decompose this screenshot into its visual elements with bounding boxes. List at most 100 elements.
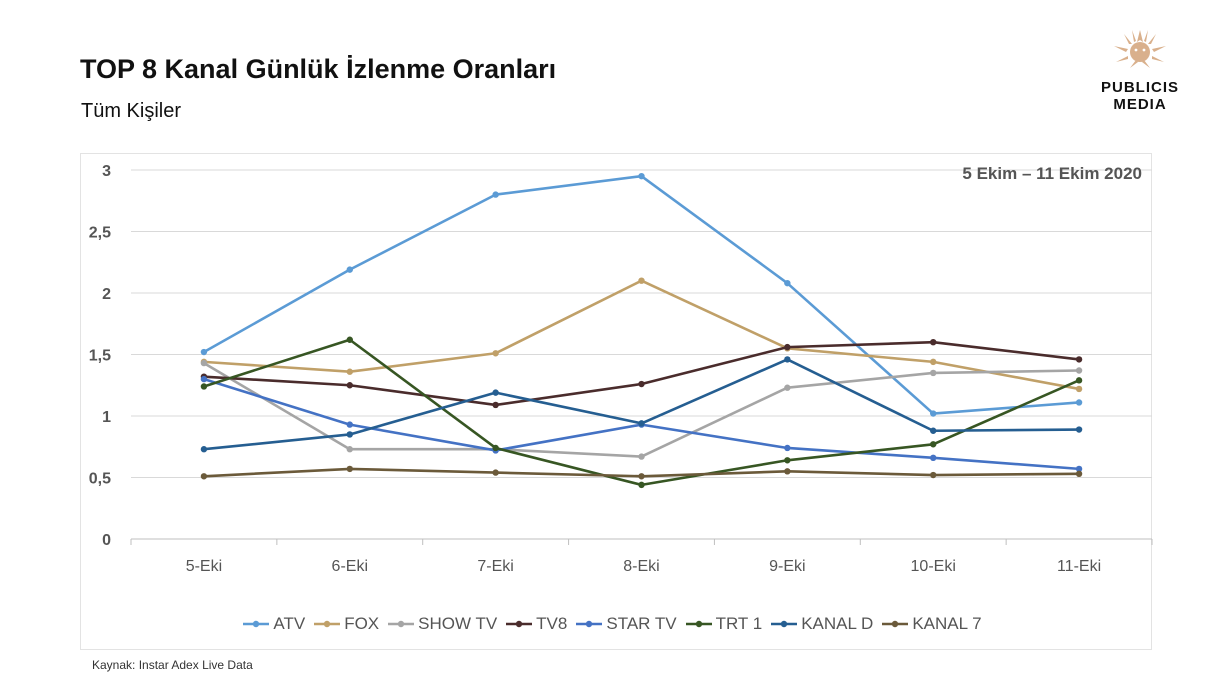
data-point xyxy=(784,343,791,351)
data-point xyxy=(346,465,353,473)
data-point xyxy=(1075,470,1083,478)
data-point xyxy=(346,382,353,389)
legend-swatch xyxy=(243,620,270,628)
chart-title: TOP 8 Kanal Günlük İzlenme Oranları xyxy=(80,54,557,84)
source-note: Kaynak: Instar Adex Live Data xyxy=(92,658,253,672)
chart-subtitle: Tüm Kişiler xyxy=(81,100,182,122)
data-point xyxy=(930,339,937,346)
legend-label: FOX xyxy=(344,614,380,633)
x-tick-label: 7-Eki xyxy=(477,558,513,575)
legend-swatch xyxy=(314,620,341,628)
data-point xyxy=(200,375,208,383)
data-point xyxy=(638,420,645,427)
data-point xyxy=(638,172,645,180)
legend-swatch xyxy=(771,620,798,628)
data-point xyxy=(200,446,208,453)
legend-item: ATV xyxy=(242,614,305,634)
publicis-media-logo: PUBLICIS MEDIA xyxy=(1092,28,1188,113)
data-point xyxy=(200,348,208,356)
data-point xyxy=(1075,356,1083,363)
series-line-atv xyxy=(203,174,1080,415)
y-tick-label: 2 xyxy=(102,286,111,303)
lion-head-icon xyxy=(1114,30,1166,68)
legend-swatch xyxy=(576,620,603,628)
data-point xyxy=(638,481,645,489)
logo-text-media: MEDIA xyxy=(1113,96,1167,113)
legend-item: KANAL D xyxy=(770,614,873,634)
x-tick-label: 9-Eki xyxy=(769,558,805,575)
data-point xyxy=(1075,377,1083,384)
x-tick-label: 11-Eki xyxy=(1057,558,1101,575)
x-tick-label: 6-Eki xyxy=(332,558,368,575)
legend-label: STAR TV xyxy=(606,614,677,633)
legend-item: TRT 1 xyxy=(685,614,763,634)
data-point xyxy=(784,279,791,287)
data-point xyxy=(638,277,645,284)
data-point xyxy=(1075,426,1083,433)
legend-item: TV8 xyxy=(505,614,567,634)
data-point xyxy=(1075,367,1083,374)
chart-frame xyxy=(80,153,1152,650)
legend-swatch xyxy=(388,620,415,628)
data-point xyxy=(346,431,353,438)
y-tick-label: 1,5 xyxy=(89,348,111,365)
data-point xyxy=(492,350,499,357)
y-tick-label: 0,5 xyxy=(89,471,111,488)
data-point xyxy=(200,473,208,480)
data-point xyxy=(638,380,645,388)
data-point xyxy=(346,421,353,428)
data-point xyxy=(492,389,499,396)
data-point xyxy=(930,358,937,366)
legend-swatch xyxy=(506,620,533,628)
data-point xyxy=(346,368,353,375)
y-tick-label: 0 xyxy=(102,532,111,549)
legend-label: SHOW TV xyxy=(418,614,498,633)
data-point xyxy=(638,453,645,460)
data-point xyxy=(930,369,937,377)
legend-item: SHOW TV xyxy=(387,614,497,634)
legend-swatch xyxy=(882,620,909,628)
data-point xyxy=(930,454,937,462)
data-point xyxy=(492,444,499,452)
data-point xyxy=(638,473,645,480)
data-point xyxy=(784,384,791,391)
data-point xyxy=(784,468,791,475)
data-point xyxy=(346,446,353,453)
y-tick-label: 2,5 xyxy=(89,225,111,242)
legend-label: TV8 xyxy=(536,614,568,633)
data-point xyxy=(930,471,937,479)
data-point xyxy=(1075,399,1083,406)
date-range-label: 5 Ekim – 11 Ekim 2020 xyxy=(962,164,1142,183)
logo-text-publicis: PUBLICIS xyxy=(1100,79,1179,96)
data-point xyxy=(930,410,937,417)
data-point xyxy=(784,356,791,363)
data-point xyxy=(200,359,208,367)
legend-item: STAR TV xyxy=(575,614,677,634)
data-point xyxy=(200,383,208,390)
legend-swatch xyxy=(685,620,712,628)
chart-legend: ATV FOX SHOW TV TV8 STAR TV TRT 1 KANAL D KANAL… xyxy=(0,614,1224,634)
legend-label: TRT 1 xyxy=(715,614,763,633)
series-line-show-tv xyxy=(203,361,1080,458)
legend-item: KANAL 7 xyxy=(881,614,982,634)
x-tick-label: 5-Eki xyxy=(186,558,222,575)
legend-item: FOX xyxy=(313,614,379,634)
data-point xyxy=(492,469,499,476)
y-tick-label: 3 xyxy=(102,163,111,180)
x-tick-label: 8-Eki xyxy=(623,558,659,575)
legend-label: KANAL 7 xyxy=(912,614,982,633)
data-point xyxy=(492,191,499,198)
legend-label: ATV xyxy=(273,614,306,633)
data-point xyxy=(930,427,937,434)
data-point xyxy=(784,457,791,464)
legend-label: KANAL D xyxy=(801,614,874,633)
y-tick-label: 1 xyxy=(102,409,111,426)
data-point xyxy=(346,266,353,273)
data-point xyxy=(930,441,937,448)
data-point xyxy=(492,401,499,409)
data-point xyxy=(784,444,791,452)
data-point xyxy=(346,336,353,343)
data-point xyxy=(1075,385,1083,393)
x-tick-label: 10-Eki xyxy=(911,558,956,575)
